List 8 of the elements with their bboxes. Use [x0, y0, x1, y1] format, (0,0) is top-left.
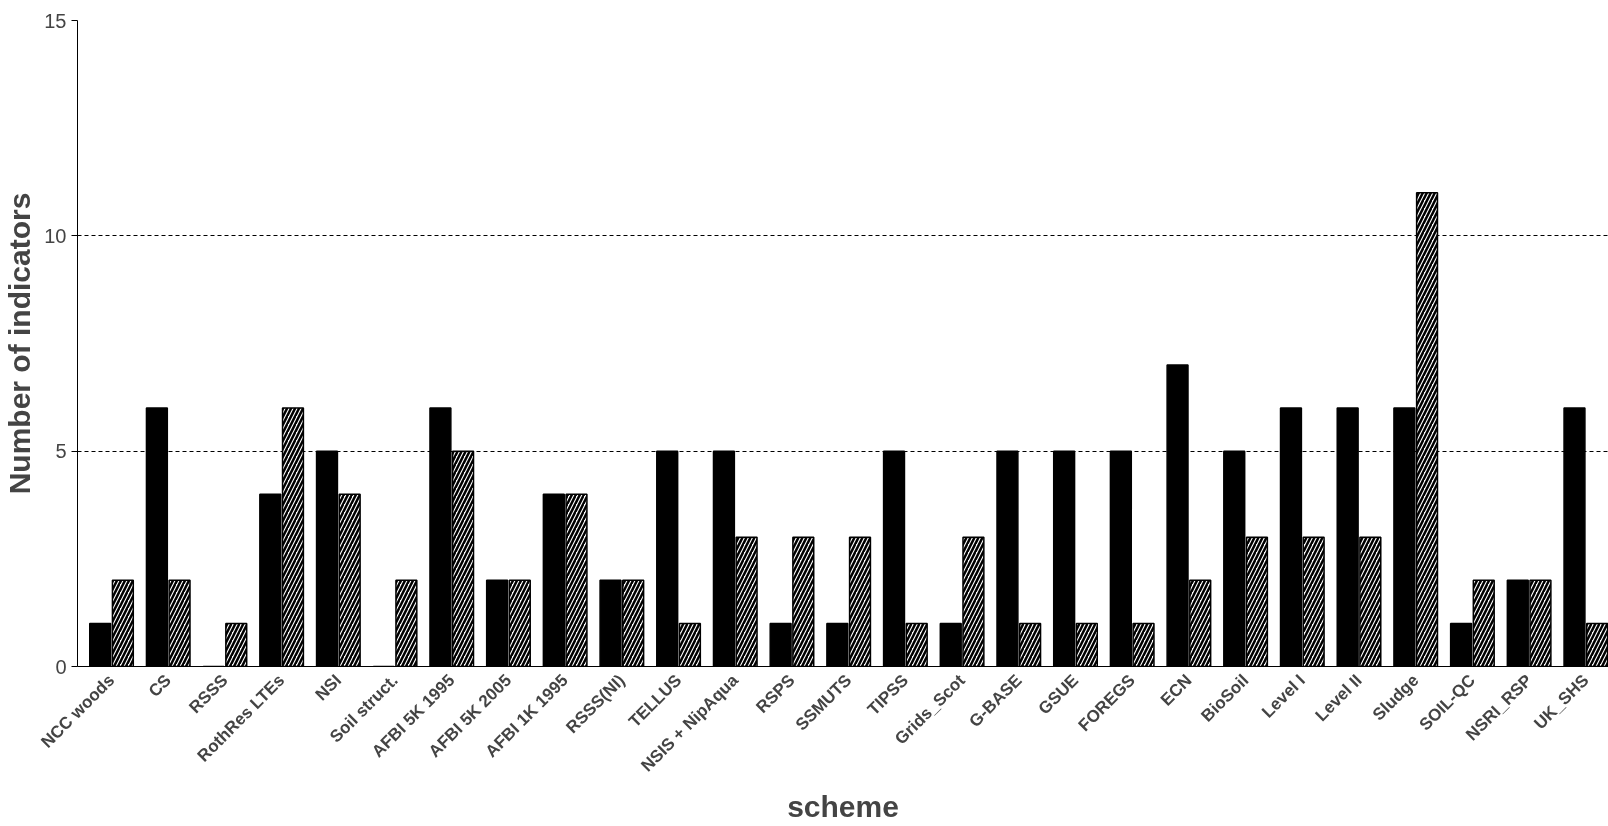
x-axis-title: scheme	[787, 790, 899, 824]
x-tick-label: CS	[144, 670, 175, 701]
y-tick-label: 15	[44, 9, 67, 32]
y-axis-title: Number of indicators	[3, 192, 37, 495]
y-tick-label: 5	[55, 440, 67, 463]
x-tick-label: NSI	[311, 670, 346, 705]
y-tick-label: 0	[55, 655, 67, 678]
y-tick-label: 10	[44, 224, 67, 247]
